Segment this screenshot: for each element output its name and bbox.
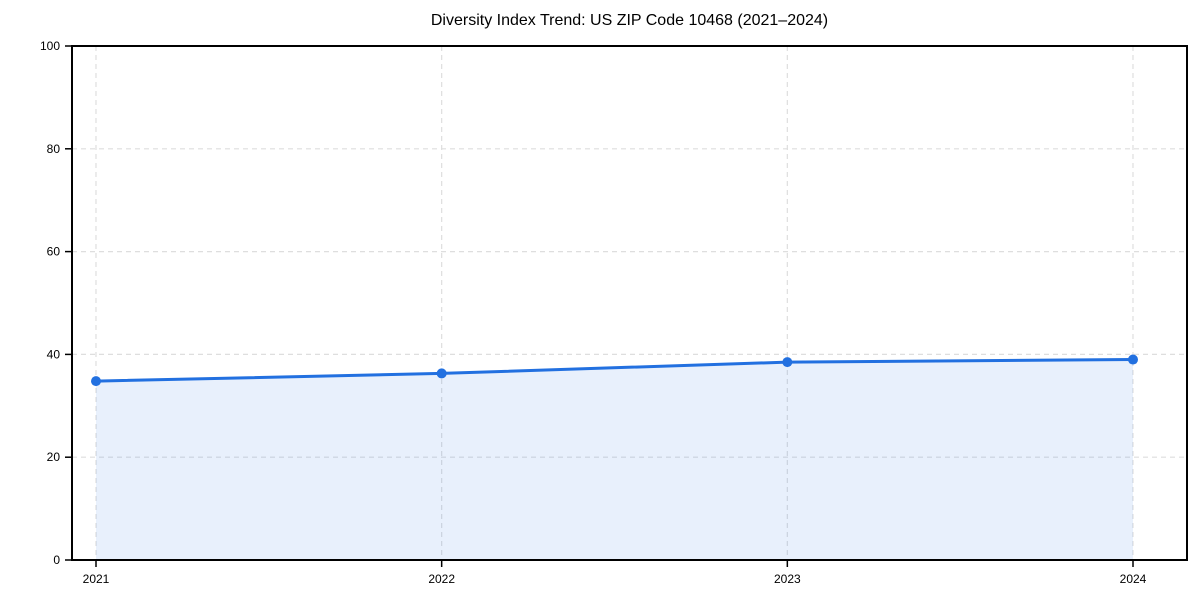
area-fill — [96, 359, 1133, 560]
data-point-2023 — [782, 357, 793, 368]
plot-border — [71, 45, 1188, 561]
y-tick-label-60: 60 — [47, 245, 61, 259]
data-point-2021 — [91, 376, 101, 387]
x-tick-label-2021: 2021 — [83, 572, 110, 586]
y-tick-label-20: 20 — [47, 450, 61, 464]
x-tick-label-2022: 2022 — [428, 572, 455, 586]
trend-line — [94, 358, 1135, 383]
x-tick-label-2024: 2024 — [1120, 572, 1147, 586]
data-point-2024 — [1128, 354, 1138, 365]
data-point-2022 — [436, 368, 447, 379]
chart-title: Diversity Index Trend: US ZIP Code 10468… — [430, 12, 829, 29]
y-tick-label-80: 80 — [47, 142, 61, 156]
y-tick-label-40: 40 — [47, 347, 61, 361]
y-tick-label-0: 0 — [53, 553, 60, 567]
y-tick-label-100: 100 — [40, 39, 60, 53]
x-tick-label-2023: 2023 — [774, 572, 801, 586]
